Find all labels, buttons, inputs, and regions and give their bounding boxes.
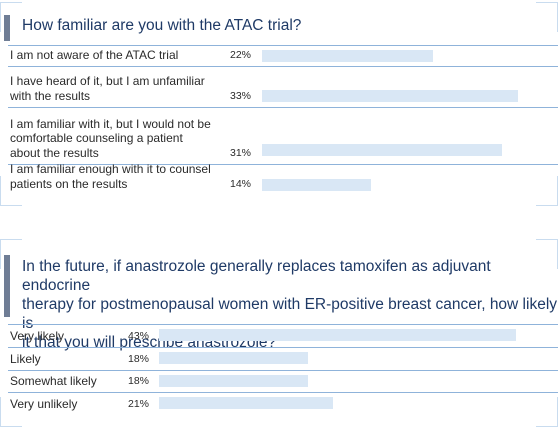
answer-row: I am familiar with it, but I would not b… <box>8 107 558 164</box>
answer-label: I am familiar enough with it to counsel p… <box>10 162 211 191</box>
question-title-text: How familiar are you with the ATAC trial… <box>22 17 302 34</box>
question-title-line: therapy for postmenopausal women with ER… <box>22 296 558 332</box>
row-separator <box>8 164 558 165</box>
atac-familiarity-panel: How familiar are you with the ATAC trial… <box>0 2 558 206</box>
answer-label: Very unlikely <box>10 397 77 412</box>
answer-row: Very unlikely 21% <box>8 392 558 415</box>
percentage-bar <box>159 329 516 341</box>
percentage-bar <box>262 90 518 102</box>
frame-line <box>557 239 558 269</box>
frame-line <box>0 176 1 206</box>
answer-label-line: comfortable counseling a patient <box>10 131 183 145</box>
percentage-bar <box>159 397 333 409</box>
percentage-label: 21% <box>128 398 150 410</box>
row-separator <box>8 45 558 46</box>
frame-line <box>0 397 1 427</box>
answer-label-line: about the results <box>10 145 99 160</box>
row-separator <box>8 370 558 371</box>
percentage-label: 43% <box>128 330 150 342</box>
question-accent-bar <box>4 15 10 41</box>
anastrozole-likelihood-panel: In the future, if anastrozole generally … <box>0 239 558 427</box>
percentage-label: 18% <box>128 375 150 387</box>
answer-label: Somewhat likely <box>10 374 97 389</box>
answer-label-line: I have heard of it, but I am unfamiliar <box>10 74 205 88</box>
answer-label-line: Somewhat likely <box>10 373 97 388</box>
percentage-bar <box>262 179 371 191</box>
percentage-bar <box>262 50 433 62</box>
frame-line <box>0 426 22 427</box>
answer-row: Very likely 43% <box>8 324 558 347</box>
answer-label: I am familiar with it, but I would not b… <box>10 117 211 161</box>
answer-label-line: I am familiar enough with it to counsel <box>10 162 211 176</box>
frame-line <box>536 426 558 427</box>
question-title-line: In the future, if anastrozole generally … <box>22 258 491 294</box>
frame-line <box>0 2 1 32</box>
percentage-bar <box>159 375 308 387</box>
percentage-label: 33% <box>230 90 252 102</box>
percentage-label: 18% <box>128 353 150 365</box>
frame-line <box>0 239 22 240</box>
frame-line <box>557 397 558 427</box>
answer-label-line: I am not aware of the ATAC trial <box>10 47 179 62</box>
row-separator <box>8 107 558 108</box>
frame-line <box>536 205 558 206</box>
row-separator <box>8 66 558 67</box>
percentage-label: 22% <box>230 49 252 61</box>
percentage-bar <box>262 144 502 156</box>
answer-label-line: Likely <box>10 351 41 366</box>
question-title: How familiar are you with the ATAC trial… <box>22 16 301 35</box>
answer-label: Very likely <box>10 329 64 344</box>
frame-line <box>557 176 558 206</box>
frame-line <box>536 239 558 240</box>
percentage-label: 31% <box>230 147 252 159</box>
answer-label-line: patients on the results <box>10 176 128 191</box>
answer-row: Likely 18% <box>8 347 558 370</box>
answer-label-line: I am familiar with it, but I would not b… <box>10 116 211 131</box>
answer-row: I am not aware of the ATAC trial 22% <box>8 45 558 66</box>
answer-label: Likely <box>10 352 41 367</box>
row-separator <box>8 324 558 325</box>
row-separator <box>8 392 558 393</box>
answer-label-line: Very likely <box>10 328 65 343</box>
frame-line <box>536 2 558 3</box>
answer-label: I have heard of it, but I am unfamiliar w… <box>10 74 205 103</box>
row-separator <box>8 347 558 348</box>
question-title: In the future, if anastrozole generally … <box>22 257 558 352</box>
percentage-bar <box>159 352 308 364</box>
frame-line <box>0 239 1 269</box>
question-accent-bar <box>4 255 10 317</box>
answer-row: Somewhat likely 18% <box>8 370 558 392</box>
answer-row: I have heard of it, but I am unfamiliar w… <box>8 66 558 107</box>
answer-row: I am familiar enough with it to counsel p… <box>8 162 558 195</box>
answer-label-line: Very unlikely <box>10 396 78 411</box>
answer-label: I am not aware of the ATAC trial <box>10 48 178 63</box>
percentage-label: 14% <box>230 178 252 190</box>
frame-line <box>0 205 22 206</box>
frame-line <box>557 2 558 32</box>
frame-line <box>0 2 22 3</box>
answer-label-line: with the results <box>10 88 91 103</box>
